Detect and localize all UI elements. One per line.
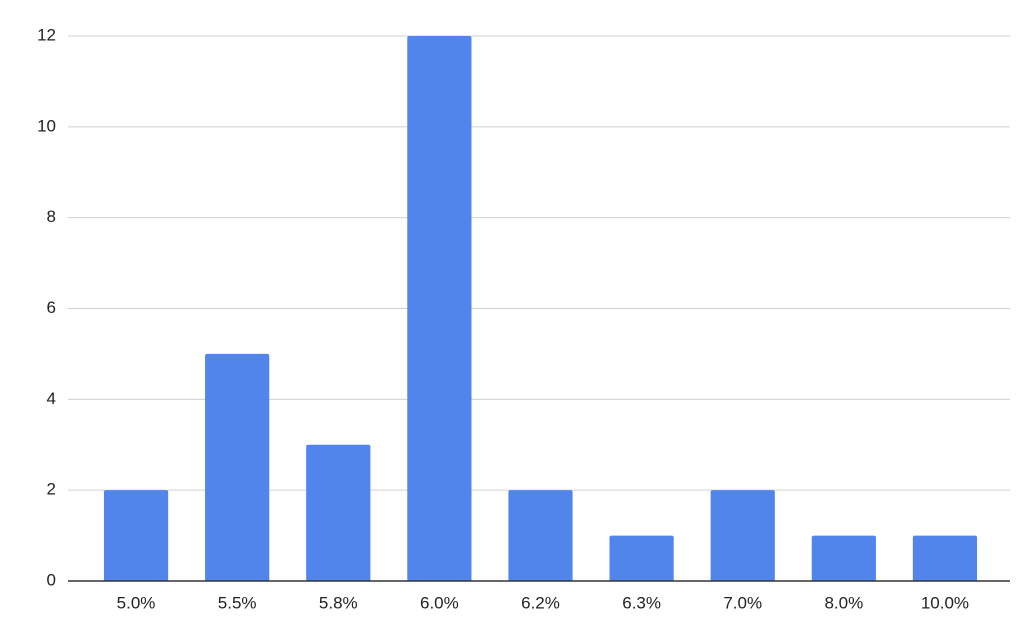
bar	[508, 490, 573, 581]
x-tick-label: 8.0%	[824, 593, 863, 612]
bar	[710, 490, 775, 581]
bar	[306, 444, 371, 581]
bar	[912, 535, 978, 581]
x-tick-label: 7.0%	[723, 593, 762, 612]
y-tick-label: 12	[37, 25, 56, 44]
bar	[609, 535, 674, 581]
y-tick-label: 2	[47, 480, 56, 499]
y-tick-label: 0	[47, 570, 56, 589]
y-tick-label: 4	[47, 389, 56, 408]
x-tick-label: 10.0%	[921, 593, 969, 612]
y-tick-label: 8	[47, 207, 56, 226]
x-tick-label: 6.2%	[521, 593, 560, 612]
bar	[407, 36, 472, 581]
x-tick-label: 6.0%	[420, 593, 459, 612]
bar	[205, 353, 270, 581]
bar	[103, 490, 169, 581]
x-tick-label: 5.0%	[117, 593, 156, 612]
y-tick-label: 6	[47, 298, 56, 317]
y-tick-label: 10	[37, 116, 56, 135]
x-tick-label: 5.8%	[319, 593, 358, 612]
x-tick-label: 6.3%	[622, 593, 661, 612]
bar	[811, 535, 876, 581]
x-tick-label: 5.5%	[218, 593, 257, 612]
